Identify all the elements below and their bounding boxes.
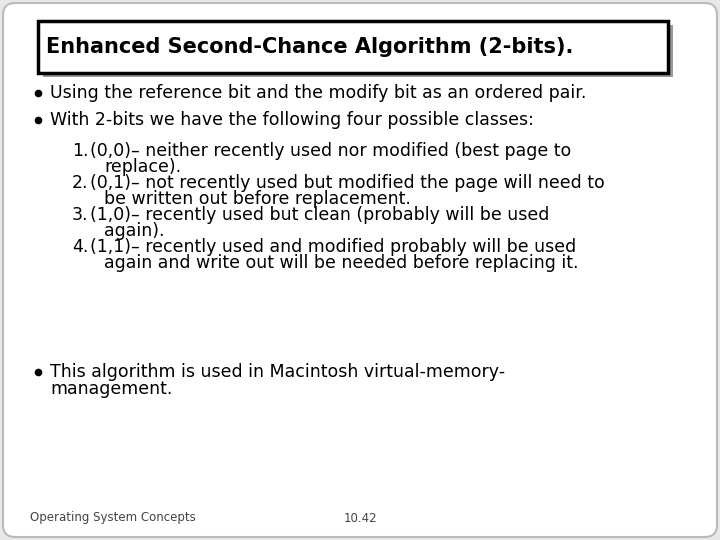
Text: (1,0)– recently used but clean (probably will be used: (1,0)– recently used but clean (probably… [90,206,549,224]
Text: This algorithm is used in Macintosh virtual-memory-: This algorithm is used in Macintosh virt… [50,363,505,381]
Text: With 2-bits we have the following four possible classes:: With 2-bits we have the following four p… [50,111,534,129]
Text: (0,1)– not recently used but modified the page will need to: (0,1)– not recently used but modified th… [90,174,605,192]
FancyBboxPatch shape [3,3,717,537]
Text: Operating System Concepts: Operating System Concepts [30,511,196,524]
Text: management.: management. [50,380,172,398]
Text: again).: again). [104,222,164,240]
Text: (1,1)– recently used and modified probably will be used: (1,1)– recently used and modified probab… [90,238,576,256]
Text: Enhanced Second-Chance Algorithm (2-bits).: Enhanced Second-Chance Algorithm (2-bits… [46,37,573,57]
Text: 1.: 1. [72,142,89,160]
Text: 10.42: 10.42 [343,511,377,524]
FancyBboxPatch shape [43,25,673,77]
Text: be written out before replacement.: be written out before replacement. [104,190,411,208]
Text: replace).: replace). [104,158,181,176]
Text: Using the reference bit and the modify bit as an ordered pair.: Using the reference bit and the modify b… [50,84,586,102]
Text: (0,0)– neither recently used nor modified (best page to: (0,0)– neither recently used nor modifie… [90,142,571,160]
Text: 2.: 2. [72,174,89,192]
Text: 3.: 3. [72,206,89,224]
Text: 4.: 4. [72,238,89,256]
FancyBboxPatch shape [38,21,668,73]
Text: again and write out will be needed before replacing it.: again and write out will be needed befor… [104,254,578,272]
